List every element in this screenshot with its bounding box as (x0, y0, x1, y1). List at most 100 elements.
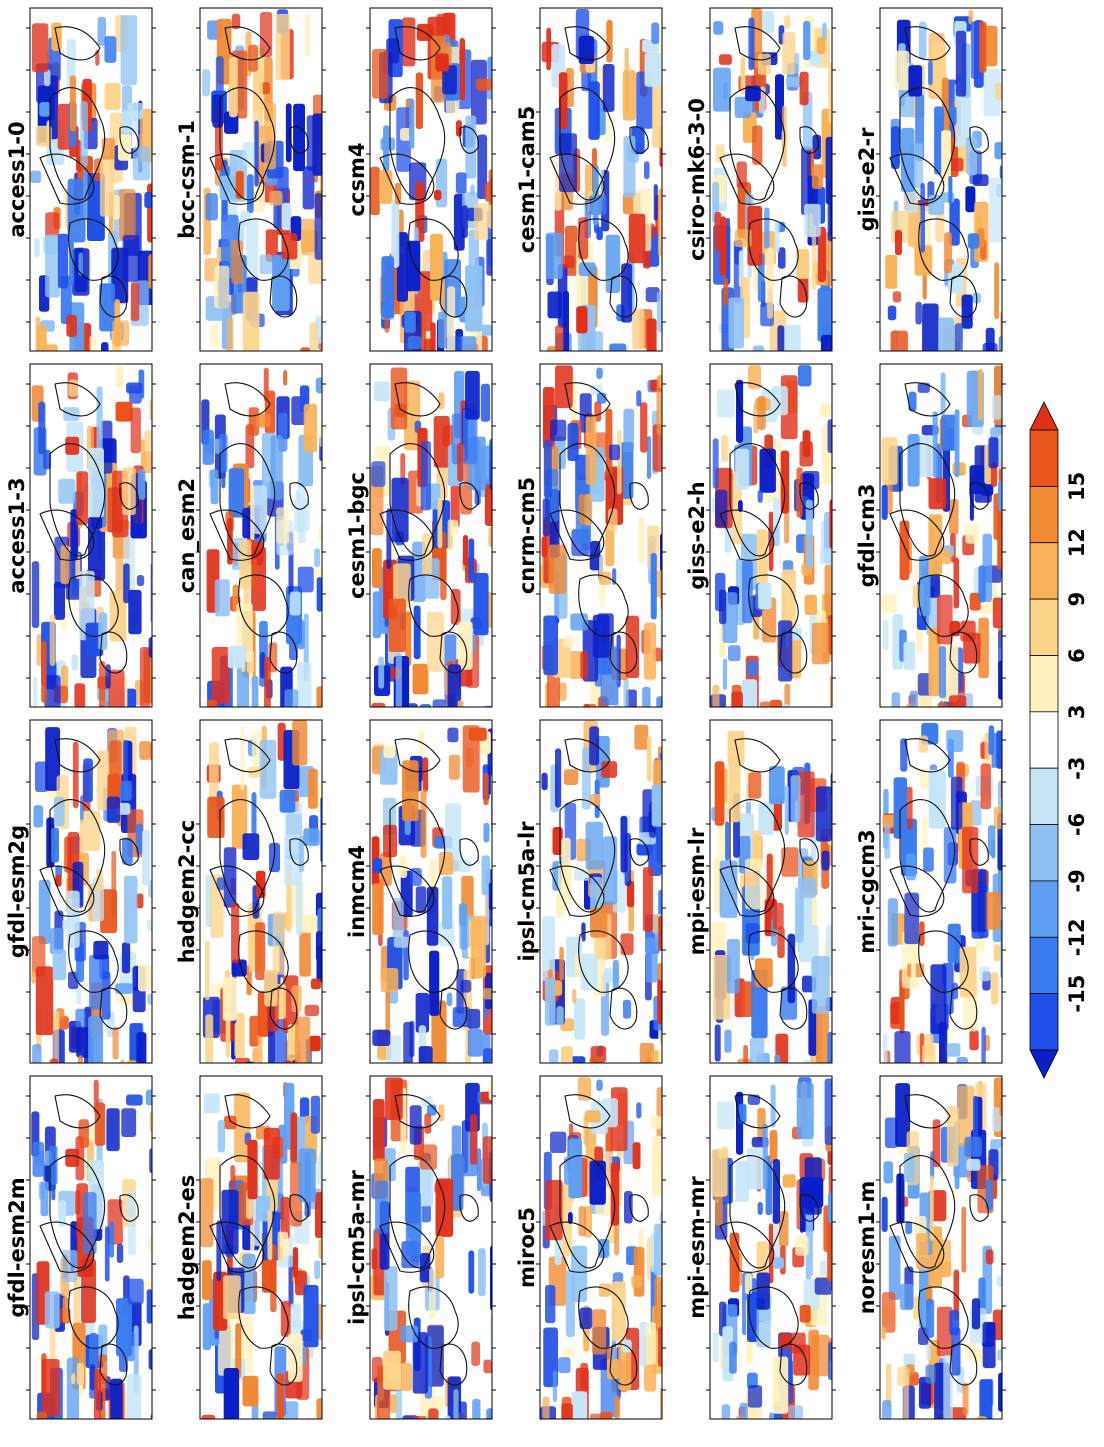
map-panel-gfdl-cm3: gfdl-cm3 (855, 363, 1006, 708)
coastline (54, 382, 101, 417)
colorbar-segment (1029, 711, 1059, 769)
map-panel-can_esm2: can_esm2 (175, 363, 326, 708)
colorbar-tick-label: -15 (1065, 975, 1089, 1013)
map-panel-cesm1-bgc: cesm1-bgc (345, 363, 496, 708)
coastline (209, 153, 265, 205)
coastline (39, 865, 95, 917)
panel-title: mpi-esm-mr (685, 1176, 709, 1319)
coastline (629, 1194, 649, 1222)
anomaly-field (880, 8, 1002, 351)
panel-title: ipsl-cm5a-mr (345, 1170, 369, 1325)
coastline (799, 482, 819, 510)
coastline (379, 509, 435, 561)
panel-title: gfdl-esm2g (5, 825, 29, 958)
coastline (269, 987, 298, 1030)
panel-frame (369, 719, 493, 1064)
coastline (459, 838, 479, 866)
coastline (289, 1194, 309, 1222)
anomaly-field (540, 8, 662, 351)
coastline (379, 1221, 435, 1273)
coastline (918, 574, 969, 637)
coastline (578, 574, 629, 637)
anomaly-field (370, 1076, 492, 1419)
coastline (949, 1343, 978, 1386)
coastline (49, 87, 106, 201)
coastline (379, 153, 435, 205)
panel-frame (879, 1075, 1003, 1420)
anomaly-field (540, 364, 662, 707)
coastline (219, 799, 276, 913)
coastline (119, 838, 139, 866)
coastline (99, 987, 128, 1030)
coastline (719, 865, 775, 917)
coastline (394, 1094, 441, 1129)
panel-frame (709, 1075, 833, 1420)
panel-frame (709, 7, 833, 352)
coastline (68, 574, 119, 637)
coastline (269, 1343, 298, 1386)
coastline (899, 87, 956, 201)
coastline (549, 865, 605, 917)
coastline (39, 509, 95, 561)
coastline (969, 482, 989, 510)
colorbar-under-arrow (1029, 1049, 1059, 1079)
coastline (609, 631, 638, 674)
map-panel-noresm1-m: noresm1-m (855, 1075, 1006, 1420)
map-panel-ipsl-cm5a-lr: ipsl-cm5a-lr (515, 719, 666, 1064)
coastline (734, 26, 781, 61)
panel-title: inmcm4 (345, 845, 369, 938)
panel-frame (539, 7, 663, 352)
coastline (578, 930, 629, 993)
panel-title: hadgem2-cc (175, 820, 199, 964)
panel-title: gfdl-cm3 (855, 483, 879, 587)
coastline (289, 838, 309, 866)
colorbar-tick-label: 6 (1065, 648, 1089, 663)
panel-grid: access1-0 bcc-csm-1 ccsm4 cesm1-cam5 csiro-m… (5, 7, 1006, 1420)
coastline (49, 443, 106, 557)
coastline (904, 738, 951, 773)
colorbar-segment (1029, 767, 1059, 826)
colorbar-segment (1029, 824, 1059, 882)
coastline (889, 509, 945, 561)
anomaly-field (200, 364, 322, 707)
coastline (408, 930, 459, 993)
panel-frame (199, 719, 323, 1064)
map-panel-cesm1-cam5: cesm1-cam5 (515, 7, 666, 352)
coastline (734, 1094, 781, 1129)
colorbar-segment (1029, 485, 1059, 544)
coastline (439, 631, 468, 674)
coastline (899, 1155, 956, 1269)
coastline (799, 126, 819, 154)
panel-title: bcc-csm-1 (175, 120, 199, 239)
map-panel-ipsl-cm5a-mr: ipsl-cm5a-mr (345, 1075, 496, 1420)
coastline (969, 838, 989, 866)
coastline (904, 26, 951, 61)
coastline (969, 126, 989, 154)
anomaly-field (30, 1076, 152, 1419)
map-panel-access1-3: access1-3 (5, 363, 156, 708)
coastline (408, 218, 459, 281)
coastline (379, 865, 435, 917)
anomaly-field (370, 8, 492, 351)
panel-frame (29, 719, 153, 1064)
panel-title: giss-e2-r (855, 127, 879, 232)
panel-frame (879, 719, 1003, 1064)
coastline (889, 1221, 945, 1273)
coastline (564, 738, 611, 773)
coastline (748, 930, 799, 993)
coastline (209, 865, 265, 917)
panel-title: ipsl-cm5a-lr (515, 821, 539, 962)
panel-frame (199, 363, 323, 708)
panel-frame (199, 1075, 323, 1420)
coastline (219, 1155, 276, 1269)
coastline (889, 865, 945, 917)
coastline (729, 443, 786, 557)
colorbar-segment (1029, 880, 1059, 938)
coastline (439, 987, 468, 1030)
colorbar-tick-label: 12 (1065, 528, 1089, 557)
colorbar-tick-label: 3 (1065, 704, 1089, 719)
coastline (439, 275, 468, 318)
coastline (564, 26, 611, 61)
coastline (54, 26, 101, 61)
